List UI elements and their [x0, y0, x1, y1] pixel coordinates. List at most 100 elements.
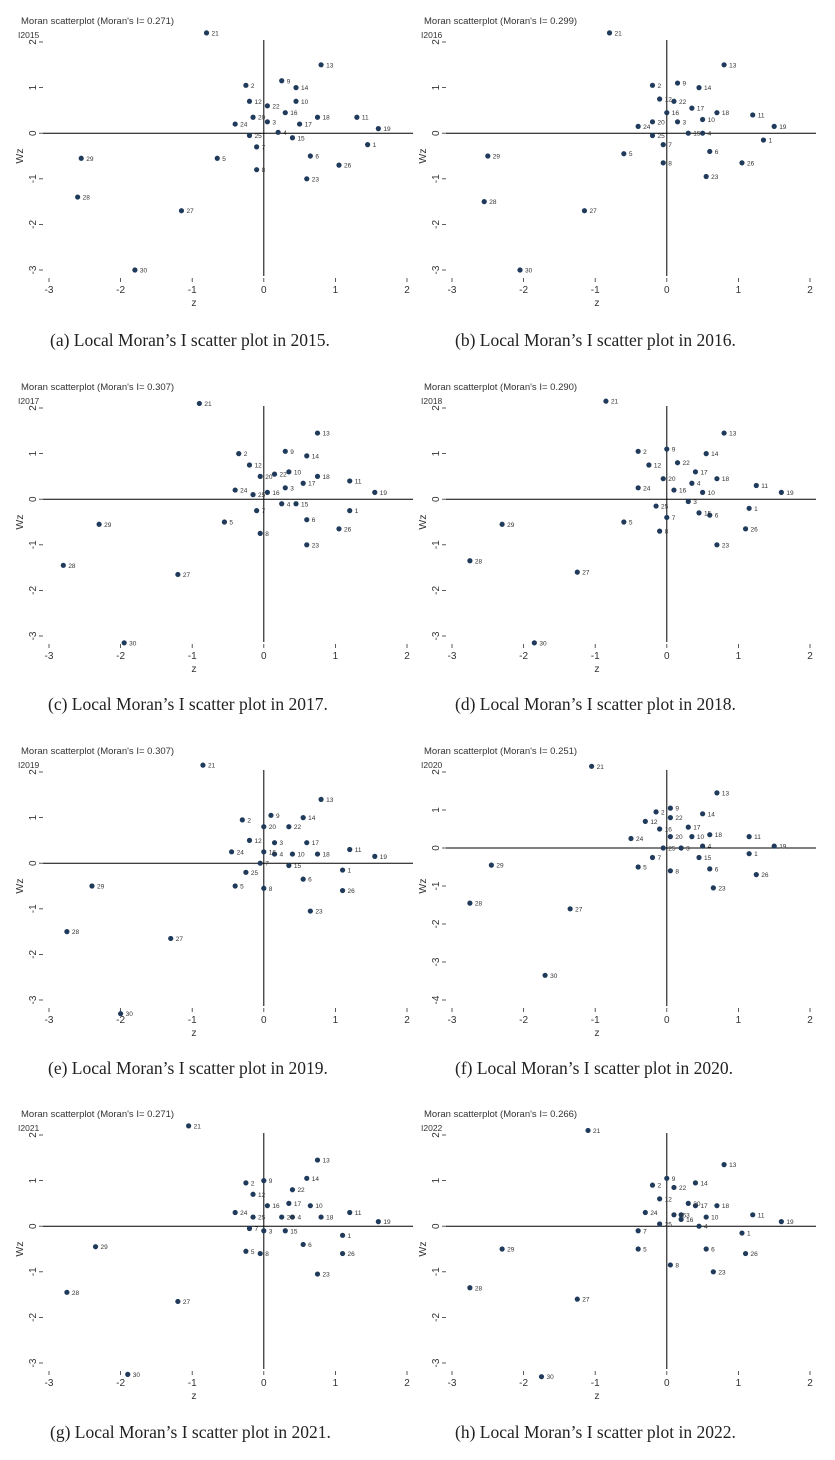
y-tick-label: -2: [431, 919, 442, 928]
data-point: [304, 176, 310, 182]
data-point: [649, 854, 656, 861]
point-label: 30: [539, 640, 547, 647]
point-label: 19: [779, 844, 787, 851]
point-label: 27: [183, 1299, 191, 1306]
y-tick-label: -3: [431, 1358, 442, 1367]
point-label: 21: [611, 399, 619, 406]
point-label: 20: [269, 824, 277, 831]
point-label: 23: [711, 174, 719, 181]
x-tick-label: -1: [591, 285, 600, 296]
data-point: [286, 862, 292, 869]
data-point: [243, 1248, 249, 1254]
data-point: [261, 1178, 267, 1184]
data-point: [304, 840, 310, 846]
x-tick-label: -2: [116, 651, 125, 662]
point-label: 24: [636, 836, 644, 843]
point-label: 17: [305, 122, 313, 129]
x-tick-label: 2: [404, 651, 410, 662]
caption-d: (d) Local Moran’s I scatter plot in 2018…: [455, 694, 736, 714]
chart-svg-h: Moran scatterplot (Moran's I= 0.266) I202…: [417, 1109, 816, 1402]
data-point: [703, 173, 709, 180]
point-label: 9: [675, 806, 679, 813]
data-point: [168, 935, 174, 942]
y-axis-label: Wz: [417, 878, 429, 893]
point-label: 30: [129, 640, 137, 647]
data-point: [653, 503, 659, 509]
data-point: [200, 762, 206, 768]
data-point: [214, 155, 220, 161]
data-point: [585, 1127, 591, 1134]
point-label: 17: [697, 106, 705, 113]
data-point: [175, 571, 181, 578]
chart-svg-g: Moran scatterplot (Moran's I= 0.271) I202…: [14, 1109, 413, 1402]
point-label: 10: [697, 834, 705, 841]
point-label: 9: [672, 447, 676, 454]
data-point: [339, 1232, 346, 1238]
y-tick-label: 2: [431, 1132, 442, 1138]
y-tick-label: -1: [28, 540, 39, 549]
data-point: [667, 834, 673, 840]
point-label: 4: [297, 1215, 301, 1222]
data-point: [628, 835, 634, 842]
point-label: 20: [693, 1201, 701, 1208]
data-point: [121, 640, 127, 646]
point-label: 14: [700, 1180, 708, 1187]
point-label: 9: [269, 1178, 273, 1185]
point-label: 25: [251, 870, 259, 877]
point-label: 29: [97, 884, 105, 891]
data-point: [467, 558, 473, 564]
data-point: [339, 1250, 346, 1257]
data-point: [339, 867, 346, 873]
data-point: [257, 1250, 263, 1257]
data-point: [760, 137, 767, 143]
scatter-panel-c: Moran scatterplot (Moran's I= 0.307) I201…: [14, 378, 420, 723]
data-point: [657, 1196, 663, 1202]
y-tick-label: -2: [28, 220, 39, 229]
data-point: [221, 519, 228, 525]
x-tick-label: -1: [188, 285, 197, 296]
point-label: 19: [380, 490, 388, 497]
point-label: 16: [290, 110, 298, 117]
point-label: 15: [704, 510, 712, 517]
y-tick-label: 0: [431, 1223, 442, 1229]
point-label: 22: [679, 1185, 687, 1192]
data-point: [664, 446, 670, 452]
x-axis-label: z: [594, 663, 599, 675]
point-label: 21: [208, 763, 216, 770]
data-point: [347, 508, 353, 514]
data-point: [75, 194, 81, 200]
point-label: 15: [693, 131, 701, 138]
point-label: 24: [240, 122, 248, 129]
point-label: 8: [675, 868, 679, 875]
data-point: [753, 482, 759, 489]
data-point: [375, 1219, 381, 1225]
point-label: 30: [547, 1374, 555, 1381]
x-tick-label: 2: [404, 285, 410, 296]
point-label: 11: [355, 478, 362, 485]
y-tick-label: 0: [28, 496, 39, 502]
chart-title: Moran scatterplot (Moran's I= 0.307): [21, 382, 174, 393]
point-label: 8: [265, 531, 269, 538]
x-tick-label: 1: [333, 285, 339, 296]
data-point: [589, 763, 595, 769]
point-label: 11: [758, 112, 765, 119]
data-point: [232, 883, 238, 889]
y-tick-label: -1: [28, 174, 39, 183]
point-label: 29: [496, 863, 504, 870]
data-point: [710, 1269, 716, 1275]
data-point: [250, 114, 256, 120]
y-tick-label: 1: [28, 814, 39, 820]
data-point: [778, 1219, 784, 1225]
point-label: 16: [269, 849, 277, 856]
point-label: 19: [786, 490, 794, 497]
scatter-panel-a: Moran scatterplot (Moran's I= 0.271) I201…: [14, 12, 420, 357]
chart-title: Moran scatterplot (Moran's I= 0.266): [424, 1109, 577, 1120]
y-tick-label: 0: [28, 130, 39, 136]
data-point: [243, 1180, 249, 1186]
data-point: [635, 123, 641, 129]
point-label: 18: [722, 476, 730, 483]
y-tick-label: -1: [28, 904, 39, 913]
data-point: [118, 1011, 124, 1017]
y-tick-label: -2: [28, 586, 39, 595]
data-point: [271, 471, 278, 477]
